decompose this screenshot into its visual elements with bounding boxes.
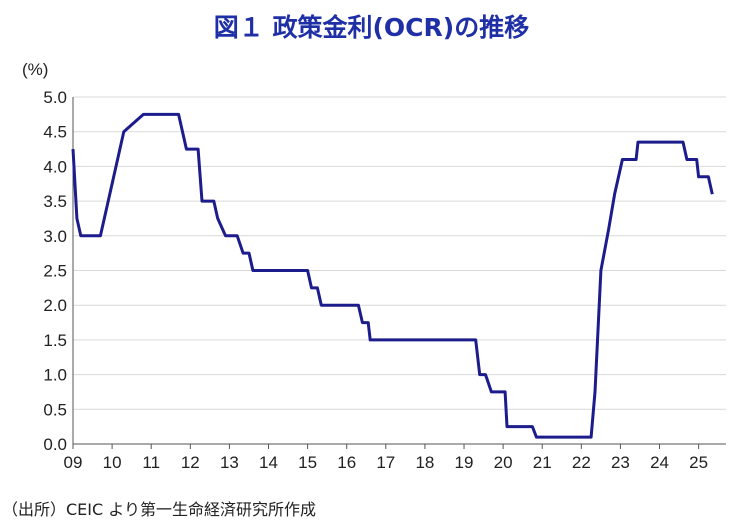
y-tick-label: 2.0 — [43, 296, 67, 315]
y-tick-label: 4.5 — [43, 123, 67, 142]
y-tick-label: 3.5 — [43, 192, 67, 211]
y-tick-labels: 0.0 0.5 1.0 1.5 2.0 2.5 3.0 3.5 4.0 4.5 5.0 — [43, 88, 67, 454]
y-tick-label: 4.0 — [43, 157, 67, 176]
y-tick-label: 2.5 — [43, 262, 67, 281]
x-tick-label: 20 — [494, 453, 513, 472]
x-tick-label: 11 — [142, 453, 160, 472]
x-tick-label: 18 — [415, 453, 434, 472]
x-tick-label: 10 — [103, 453, 122, 472]
chart-title: 図１ 政策金利(OCR)の推移 — [213, 13, 530, 42]
x-tick-label: 15 — [298, 453, 317, 472]
y-tick-label: 1.5 — [43, 331, 67, 350]
y-axis-unit-label: (%) — [22, 60, 49, 79]
x-tick-label: 17 — [376, 453, 395, 472]
x-tick-label: 24 — [650, 453, 669, 472]
x-tick-label: 22 — [572, 453, 591, 472]
x-tick-label: 13 — [220, 453, 239, 472]
plot-area — [71, 112, 714, 439]
ocr-rate-line — [71, 112, 714, 439]
x-tick-label: 12 — [181, 453, 200, 472]
x-tick-label: 09 — [64, 453, 83, 472]
x-tick-label: 25 — [689, 453, 708, 472]
x-tick-label: 14 — [259, 453, 278, 472]
y-tick-label: 0.0 — [43, 435, 67, 454]
y-tick-label: 5.0 — [43, 88, 67, 107]
source-note: （出所）CEIC より第一生命経済研究所作成 — [2, 500, 316, 519]
axes — [72, 97, 726, 449]
x-tick-labels: 09 10 11 12 13 14 15 16 17 18 19 20 21 22 23 24 25 — [64, 453, 709, 472]
y-tick-label: 3.0 — [43, 227, 67, 246]
x-tick-label: 23 — [611, 453, 630, 472]
x-tick-label: 19 — [455, 453, 474, 472]
x-tick-label: 16 — [337, 453, 356, 472]
gridlines — [73, 96, 726, 445]
y-tick-label: 0.5 — [43, 400, 67, 419]
x-tick-label: 21 — [533, 453, 552, 472]
y-tick-label: 1.0 — [43, 366, 67, 385]
